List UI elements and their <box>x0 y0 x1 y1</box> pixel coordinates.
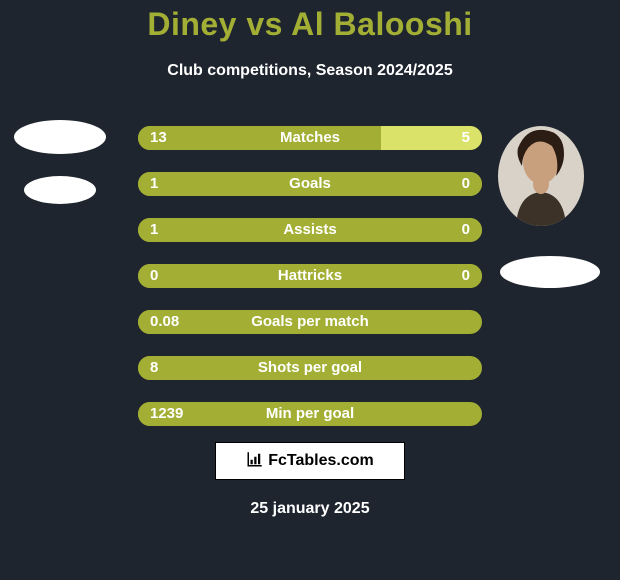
right-player-name-oval <box>500 256 600 288</box>
stat-row-goals-per-match: Goals per match0.08 <box>138 310 482 334</box>
page-title: Diney vs Al Balooshi <box>0 6 620 43</box>
stat-value-left: 1 <box>150 172 158 196</box>
branding-badge: FcTables.com <box>215 442 405 480</box>
comparison-canvas: Diney vs Al Balooshi Club competitions, … <box>0 0 620 580</box>
chart-icon <box>246 450 264 473</box>
left-player-oval-0 <box>14 120 106 154</box>
stat-value-right: 0 <box>462 218 470 242</box>
title-vs: vs <box>246 6 283 42</box>
stat-row-hattricks: Hattricks0 0 <box>138 264 482 288</box>
stat-row-goals: Goals1 0 <box>138 172 482 196</box>
stat-label: Min per goal <box>138 402 482 426</box>
stat-row-assists: Assists1 0 <box>138 218 482 242</box>
left-player-oval-1 <box>24 176 96 204</box>
stat-label: Shots per goal <box>138 356 482 380</box>
stat-value-right: 0 <box>462 264 470 288</box>
footer-date: 25 january 2025 <box>0 500 620 518</box>
stat-value-right: 5 <box>462 126 470 150</box>
stat-label: Goals <box>138 172 482 196</box>
title-left-player: Diney <box>147 6 237 42</box>
stat-value-left: 0 <box>150 264 158 288</box>
stat-row-min-per-goal: Min per goal1239 <box>138 402 482 426</box>
right-player-avatar <box>498 126 584 226</box>
subtitle: Club competitions, Season 2024/2025 <box>0 62 620 80</box>
stat-label: Assists <box>138 218 482 242</box>
stat-label: Goals per match <box>138 310 482 334</box>
stat-row-shots-per-goal: Shots per goal8 <box>138 356 482 380</box>
stat-value-left: 0.08 <box>150 310 179 334</box>
stat-value-left: 8 <box>150 356 158 380</box>
stat-value-right: 0 <box>462 172 470 196</box>
branding-text: FcTables.com <box>268 452 374 470</box>
stat-value-left: 1239 <box>150 402 183 426</box>
stat-value-left: 1 <box>150 218 158 242</box>
stat-value-left: 13 <box>150 126 167 150</box>
stat-label: Matches <box>138 126 482 150</box>
title-right-player: Al Balooshi <box>291 6 473 42</box>
stat-row-matches: Matches13 5 <box>138 126 482 150</box>
stat-label: Hattricks <box>138 264 482 288</box>
